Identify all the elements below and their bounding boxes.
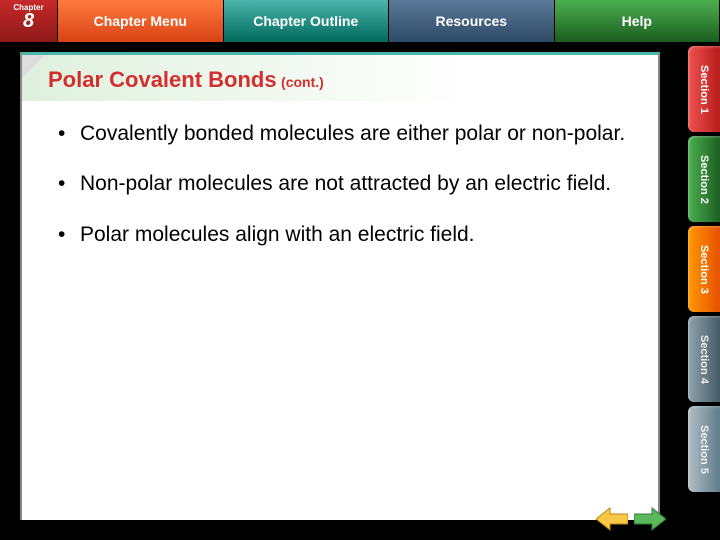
nav-label: Resources — [435, 13, 507, 29]
nav-arrows — [596, 506, 666, 532]
nav-chapter-outline[interactable]: Chapter Outline — [224, 0, 390, 42]
bullet-item: Non-polar molecules are not attracted by… — [58, 171, 628, 197]
nav-label: Chapter Menu — [94, 13, 187, 29]
tab-section-3[interactable]: Section 3 — [688, 226, 720, 312]
tab-section-4[interactable]: Section 4 — [688, 316, 720, 402]
tab-label: Section 4 — [698, 335, 710, 384]
prev-arrow-icon[interactable] — [596, 506, 628, 532]
nav-resources[interactable]: Resources — [389, 0, 555, 42]
chapter-number: 8 — [23, 11, 34, 31]
page-title-cont: (cont.) — [281, 74, 324, 90]
content-panel: Polar Covalent Bonds (cont.) Covalently … — [20, 52, 660, 520]
tab-section-2[interactable]: Section 2 — [688, 136, 720, 222]
chapter-label: Chapter — [13, 3, 43, 12]
page-curl-icon — [22, 55, 46, 79]
nav-label: Help — [622, 13, 652, 29]
bullet-item: Polar molecules align with an electric f… — [58, 222, 628, 248]
page-title: Polar Covalent Bonds — [48, 67, 277, 92]
tab-label: Section 1 — [698, 65, 710, 114]
side-tabs: Section 1 Section 2 Section 3 Section 4 … — [680, 42, 720, 530]
bullet-item: Covalently bonded molecules are either p… — [58, 121, 628, 147]
nav-label: Chapter Outline — [253, 13, 358, 29]
heading-row: Polar Covalent Bonds (cont.) — [22, 55, 658, 101]
nav-chapter-menu[interactable]: Chapter Menu — [58, 0, 224, 42]
nav-help[interactable]: Help — [555, 0, 720, 42]
next-arrow-icon[interactable] — [634, 506, 666, 532]
tab-section-1[interactable]: Section 1 — [688, 46, 720, 132]
tab-section-5[interactable]: Section 5 — [688, 406, 720, 492]
bullet-list: Covalently bonded molecules are either p… — [22, 101, 658, 248]
tab-label: Section 5 — [698, 425, 710, 474]
tab-label: Section 3 — [698, 245, 710, 294]
main-area: Polar Covalent Bonds (cont.) Covalently … — [0, 42, 680, 530]
top-nav: Chapter 8 Chapter Menu Chapter Outline R… — [0, 0, 720, 42]
chapter-tab[interactable]: Chapter 8 — [0, 0, 58, 42]
tab-label: Section 2 — [698, 155, 710, 204]
